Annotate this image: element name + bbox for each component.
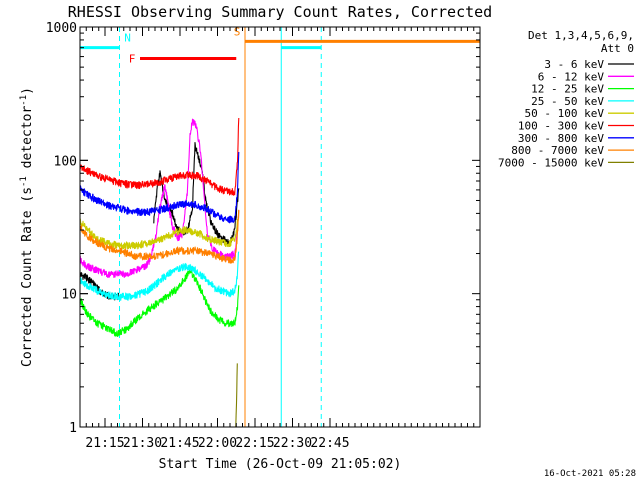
legend-title-line2: Att 0 [601, 42, 634, 55]
y-axis: 1 10 100 1000 [46, 21, 480, 436]
x-tick-label: 22:00 [198, 436, 237, 451]
y-axis-label-mid: detector [20, 106, 35, 177]
flag-label-F: F [129, 53, 136, 66]
legend-label: 50 - 100 keV [525, 107, 605, 120]
legend-title-line1: Det 1,3,4,5,6,9, [528, 29, 634, 42]
x-tick-label: 22:45 [310, 436, 349, 451]
y-tick-label: 10 [61, 288, 77, 303]
legend-label: 25 - 50 keV [531, 95, 604, 108]
series-line-7 [79, 209, 240, 264]
y-axis-label-sup1: -1 [19, 176, 29, 187]
series-line-2 [79, 267, 240, 337]
series-line-6 [79, 151, 240, 224]
legend-label: 800 - 7000 keV [511, 144, 604, 157]
x-tick-label: 21:45 [160, 436, 199, 451]
legend-label: 7000 - 15000 keV [498, 156, 604, 169]
flag-layer: NF S [80, 25, 480, 66]
chart-title: RHESSI Observing Summary Count Rates, Co… [68, 3, 492, 21]
x-tick-label: 21:15 [85, 436, 124, 451]
y-axis-label-end: ) [20, 87, 35, 95]
footer-timestamp: 16-Oct-2021 05:28 [544, 469, 636, 479]
series-line-5 [79, 117, 240, 196]
reference-lines [79, 27, 322, 427]
series-line-8 [235, 363, 238, 428]
x-tick-label: 22:15 [235, 436, 274, 451]
y-axis-label-main: Corrected Count Rate (s [20, 187, 35, 367]
x-axis-label: Start Time (26-Oct-09 21:05:02) [159, 457, 402, 472]
flag-label-S: S [234, 25, 241, 38]
y-tick-label: 100 [54, 154, 77, 169]
series-line-4 [79, 210, 240, 250]
y-axis-label-sup2: -1 [19, 95, 29, 106]
series-line-3 [79, 251, 240, 301]
legend-label: 300 - 800 keV [518, 132, 604, 145]
x-tick-label: 21:30 [123, 436, 162, 451]
y-axis-label: Corrected Count Rate (s-1 detector-1) [19, 87, 35, 367]
y-tick-label: 1000 [46, 21, 77, 36]
legend-label: 3 - 6 keV [544, 58, 604, 71]
legend-label: 100 - 300 keV [518, 120, 604, 133]
legend-label: 12 - 25 keV [531, 83, 604, 96]
plot-frame [79, 26, 481, 428]
flag-label-N: N [124, 32, 131, 45]
series-line-0 [79, 141, 240, 301]
y-tick-label: 1 [69, 421, 77, 436]
x-tick-label: 22:30 [273, 436, 312, 451]
legend-label: 6 - 12 keV [538, 70, 605, 83]
series-layer [79, 117, 240, 428]
